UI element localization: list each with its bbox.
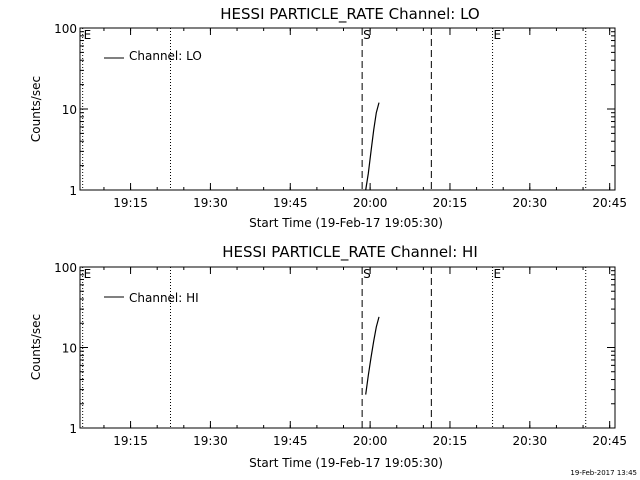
y-axis-label: Counts/sec bbox=[29, 314, 43, 380]
event-marker-label: E bbox=[84, 267, 92, 281]
x-tick-label: 20:00 bbox=[353, 434, 388, 448]
y-axis-label: Counts/sec bbox=[29, 76, 43, 142]
chart-panel-lo: HESSI PARTICLE_RATE Channel: LO Start Ti… bbox=[29, 5, 627, 230]
series-line bbox=[365, 316, 380, 395]
x-tick-label: 20:45 bbox=[592, 434, 627, 448]
chart-title: HESSI PARTICLE_RATE Channel: LO bbox=[220, 5, 479, 24]
x-tick-label: 20:00 bbox=[353, 196, 388, 210]
legend-label: Channel: LO bbox=[129, 49, 202, 63]
y-tick-label: 1 bbox=[69, 422, 77, 436]
legend-label: Channel: HI bbox=[129, 291, 199, 305]
x-tick-label: 19:15 bbox=[113, 434, 148, 448]
footer-timestamp: 19-Feb-2017 13:45 bbox=[570, 469, 637, 477]
event-marker-label: E bbox=[494, 267, 502, 281]
y-tick-label: 10 bbox=[62, 103, 77, 117]
x-tick-label: 20:45 bbox=[592, 196, 627, 210]
x-tick-label: 20:30 bbox=[513, 196, 548, 210]
event-marker-label: S bbox=[363, 267, 371, 281]
series-line bbox=[365, 102, 380, 191]
x-tick-label: 19:45 bbox=[273, 196, 308, 210]
y-tick-label: 100 bbox=[54, 261, 77, 275]
event-marker-label: S bbox=[363, 28, 371, 42]
chart-panel-hi: HESSI PARTICLE_RATE Channel: HI Start Ti… bbox=[29, 243, 627, 470]
y-tick-label: 1 bbox=[69, 184, 77, 198]
x-tick-label: 19:15 bbox=[113, 196, 148, 210]
x-axis-label: Start Time (19-Feb-17 19:05:30) bbox=[249, 216, 443, 230]
x-tick-label: 19:30 bbox=[193, 196, 228, 210]
y-tick-label: 10 bbox=[62, 342, 77, 356]
event-marker-label: E bbox=[494, 28, 502, 42]
x-axis-label: Start Time (19-Feb-17 19:05:30) bbox=[249, 456, 443, 470]
event-marker-label: E bbox=[84, 28, 92, 42]
x-tick-label: 20:15 bbox=[433, 434, 468, 448]
x-tick-label: 19:45 bbox=[273, 434, 308, 448]
x-tick-label: 20:30 bbox=[513, 434, 548, 448]
x-tick-label: 19:30 bbox=[193, 434, 228, 448]
y-tick-label: 100 bbox=[54, 22, 77, 36]
chart-title: HESSI PARTICLE_RATE Channel: HI bbox=[222, 243, 478, 262]
x-tick-label: 20:15 bbox=[433, 196, 468, 210]
